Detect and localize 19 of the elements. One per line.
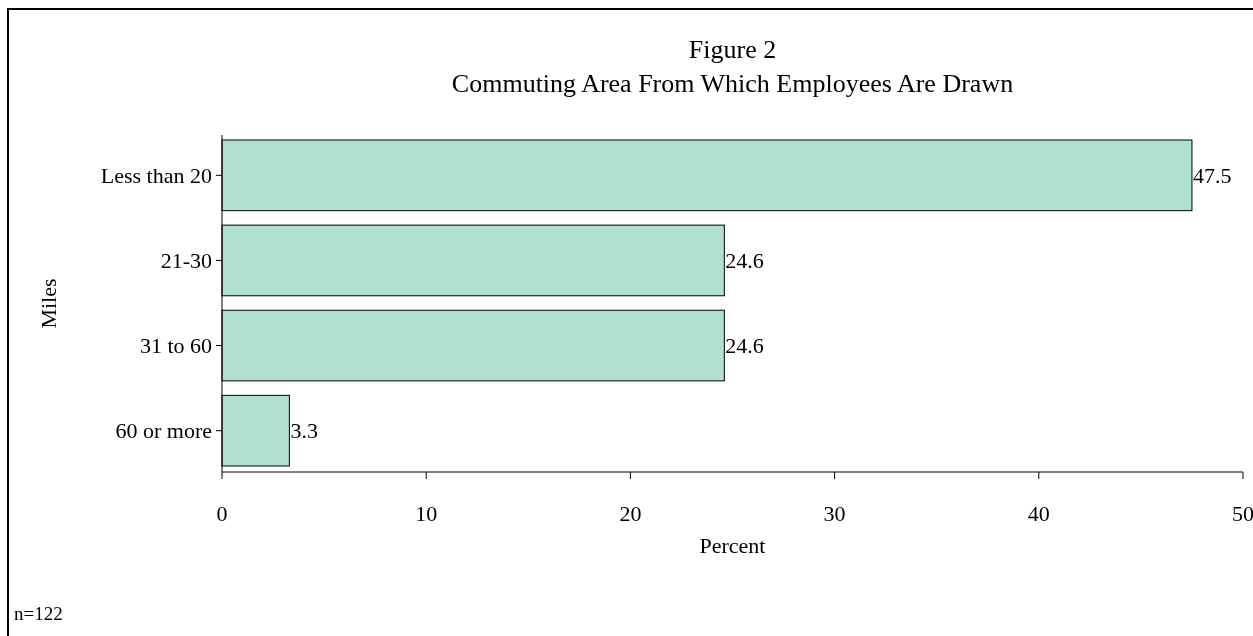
x-tick-label: 20 <box>619 501 642 526</box>
y-tick-label: 21-30 <box>160 248 212 274</box>
x-axis-title: Percent <box>699 533 766 558</box>
text: n=122 <box>14 603 63 624</box>
data-label: 24.6 <box>725 333 764 359</box>
data-label: 47.5 <box>1192 163 1232 189</box>
x-tick-label: 10 <box>415 501 438 526</box>
x-tick-label: 50 <box>1232 501 1253 526</box>
x-tick-label: 40 <box>1027 501 1050 526</box>
y-axis-title: Miles <box>36 278 61 329</box>
chart-title: Figure 2 <box>688 35 777 64</box>
x-tick-label: 0 <box>216 501 228 526</box>
y-tick-label: Less than 20 <box>100 163 212 189</box>
chart-subtitle: Commuting Area From Which Employees Are Drawn <box>451 69 1014 98</box>
data-label: 3.3 <box>290 418 318 444</box>
y-tick-label: 31 to 60 <box>139 333 212 359</box>
x-tick-label: 30 <box>823 501 846 526</box>
y-tick-label: 60 or more <box>115 418 212 444</box>
data-label: 24.6 <box>725 248 764 274</box>
